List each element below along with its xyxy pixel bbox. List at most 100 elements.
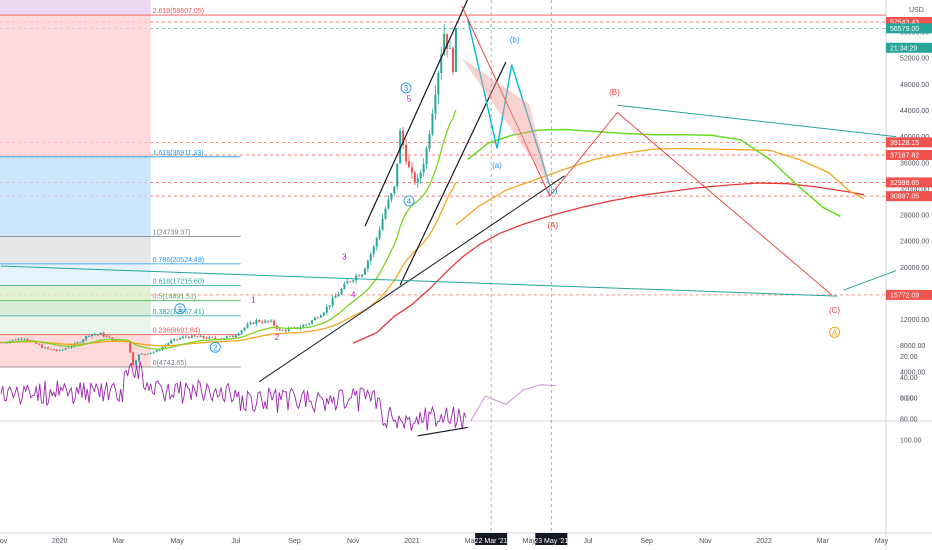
time-axis-tick: May <box>875 538 889 545</box>
fib-zone <box>0 236 151 264</box>
candle-body <box>26 338 29 341</box>
fib-level-label: 0.236(9691.84) <box>153 328 200 335</box>
fib-zone <box>0 285 151 301</box>
candle-body <box>170 340 173 344</box>
candle-body <box>334 296 337 299</box>
wave-label-circle <box>400 82 412 94</box>
candle-body <box>234 335 237 338</box>
candle-body <box>11 339 14 341</box>
time-axis-tick: 2021 <box>404 538 420 545</box>
rsi-divergence-line <box>417 426 468 437</box>
time-axis-tick: Nov <box>347 538 360 545</box>
rsi-projection-line <box>470 384 556 422</box>
candle-body <box>322 312 325 316</box>
wave-label: (c) <box>548 186 558 195</box>
price-axis-tick: 28000.00 <box>900 213 929 220</box>
time-axis-tick: Jul <box>584 538 593 545</box>
fib-level-label: 0.382(12567.41) <box>153 309 204 316</box>
ema-green-line <box>1 109 457 350</box>
time-axis-tick: May <box>170 538 184 545</box>
candle-body <box>264 320 267 323</box>
fib-zone <box>0 156 151 237</box>
candle-body <box>20 338 23 340</box>
price-tag-text: 32998.65 <box>890 180 919 187</box>
candle-body <box>184 336 187 338</box>
date-marker-box <box>535 533 568 545</box>
wave-label-text: 1 <box>178 305 183 314</box>
wave-label: 4 <box>351 290 356 299</box>
price-tag-box <box>886 177 932 188</box>
candle-body <box>23 338 26 340</box>
wave-label-circle <box>403 195 415 207</box>
candle-body <box>49 348 52 350</box>
candle-body <box>96 334 99 336</box>
date-marker-box <box>475 533 508 545</box>
candle-body <box>225 336 228 339</box>
candle-body <box>38 343 41 345</box>
candle-body <box>328 305 331 307</box>
price-axis-tick: 0.00 <box>900 396 914 403</box>
candle-body <box>64 348 67 350</box>
wave-label-text: (C) <box>829 306 840 315</box>
candle-body <box>405 144 408 162</box>
wave-label-text: 4 <box>407 197 412 206</box>
candle-body <box>272 320 275 326</box>
price-axis-tick: 4000.00 <box>900 369 925 376</box>
candle-body <box>284 329 287 331</box>
wave-label: 2 <box>275 333 280 342</box>
wave-label-circle <box>829 326 840 338</box>
wave-label: 4 <box>403 195 415 207</box>
candle-body <box>55 350 58 351</box>
candle-body <box>369 254 372 261</box>
date-marker-text: 23 May '21 <box>534 538 568 545</box>
candle-body <box>167 343 170 346</box>
candle-body <box>346 281 349 284</box>
candle-body <box>381 218 384 230</box>
candle-body <box>88 336 91 337</box>
rsi-axis-tick: 20.00 <box>900 354 918 361</box>
candle-body <box>407 161 410 168</box>
candle-body <box>372 246 375 255</box>
price-tag-text: 15772.09 <box>890 292 919 299</box>
rsi-axis-tick: 100.00 <box>900 438 922 445</box>
candle-body <box>176 338 179 340</box>
price-axis-tick: 32000.00 <box>900 186 929 193</box>
candle-body <box>140 353 143 355</box>
time-axis-tick: Sep <box>640 538 653 545</box>
candle-body <box>211 336 214 338</box>
candle-body <box>85 336 88 340</box>
candle-body <box>261 321 264 323</box>
price-axis-tick: 8000.00 <box>900 343 925 350</box>
candle-body <box>249 322 252 325</box>
candle-body <box>155 350 158 352</box>
candle-body <box>14 339 17 341</box>
candle-body <box>396 163 399 187</box>
candle-body <box>240 330 243 334</box>
wave-label: A <box>829 326 840 338</box>
candle-body <box>129 341 132 353</box>
candle-body <box>208 336 211 339</box>
candle-body <box>41 344 44 348</box>
candle-body <box>223 338 226 339</box>
wave-label-text: 1 <box>251 296 256 305</box>
candle-body <box>158 349 161 351</box>
ABC-projection-path <box>461 5 832 296</box>
ema-orange-projection <box>455 147 865 226</box>
candle-body <box>387 199 390 209</box>
candle-body <box>44 347 47 349</box>
candle-body <box>193 335 196 337</box>
candle-body <box>190 335 193 338</box>
date-marker-text: 22 Mar '21 <box>475 538 508 545</box>
fib-level-label: 2.618(58607.05) <box>153 8 204 15</box>
candle-body <box>361 274 364 277</box>
currency-label: USD <box>909 7 924 14</box>
candle-body <box>258 320 261 322</box>
candle-body <box>337 294 340 297</box>
candle-body <box>187 336 190 338</box>
candle-body <box>270 320 273 322</box>
candle-body <box>143 353 146 355</box>
candle-body <box>181 336 184 339</box>
time-axis-tick: Sep <box>288 538 301 545</box>
wave-label: 3 <box>342 252 347 261</box>
